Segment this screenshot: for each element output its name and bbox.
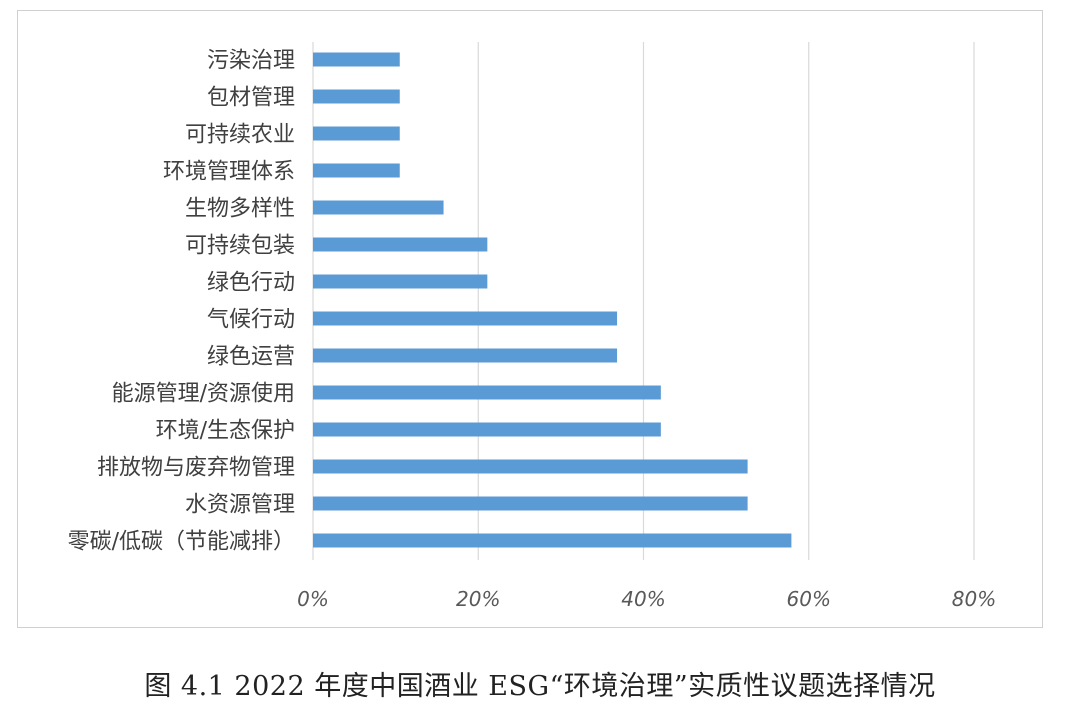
category-label: 包材管理 [207,86,295,111]
bar [313,496,748,511]
bar [313,459,748,474]
bar [313,89,400,104]
category-label: 生物多样性 [185,197,295,222]
category-label: 可持续包装 [185,234,295,259]
category-label: 零碳/低碳（节能减排） [68,530,295,555]
bar [313,348,618,363]
bar [313,422,661,437]
x-tick-label: 80% [952,587,996,611]
category-label: 污染治理 [207,49,295,74]
category-labels: 污染治理包材管理可持续农业环境管理体系生物多样性可持续包装绿色行动气候行动绿色运… [68,49,295,555]
bar [313,52,400,67]
bar [313,126,400,141]
category-label: 绿色行动 [207,271,295,296]
x-tick-label: 60% [787,587,831,611]
x-tick-label: 20% [456,587,500,611]
bar [313,237,488,252]
bar [313,200,444,215]
category-label: 环境/生态保护 [156,419,295,444]
x-tick-label: 40% [621,587,665,611]
category-label: 可持续农业 [185,123,295,148]
category-label: 水资源管理 [185,493,295,518]
category-label: 能源管理/资源使用 [112,382,295,407]
bar-chart: 污染治理包材管理可持续农业环境管理体系生物多样性可持续包装绿色行动气候行动绿色运… [68,42,996,611]
x-tick-label: 0% [297,587,329,611]
category-label: 气候行动 [207,308,295,333]
x-tick-labels: 0% 20% 40% 60% 80% [297,587,996,611]
figure-caption: 图 4.1 2022 年度中国酒业 ESG“环境治理”实质性议题选择情况 [144,671,936,702]
bar [313,163,400,178]
gridlines [312,42,975,560]
bar [313,311,618,326]
category-label: 排放物与废弃物管理 [97,456,295,481]
bar [313,385,661,400]
bar [313,533,792,548]
bars [313,52,792,548]
bar [313,274,488,289]
category-label: 环境管理体系 [163,160,295,185]
category-label: 绿色运营 [207,345,295,370]
